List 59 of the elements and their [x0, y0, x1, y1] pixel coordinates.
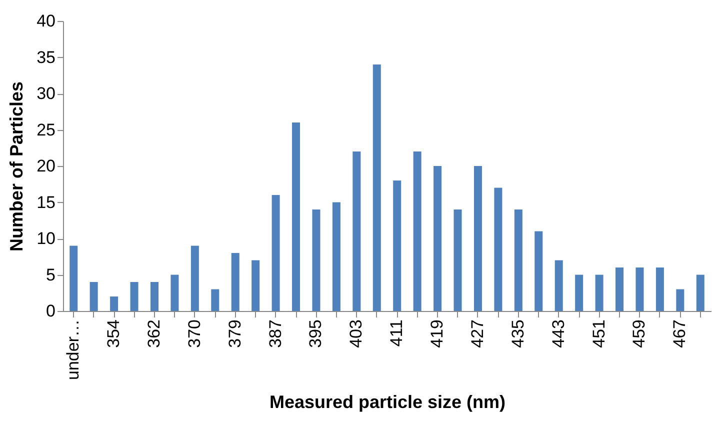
- x-tick-label: 411: [387, 320, 406, 347]
- x-tick-label: 451: [589, 320, 608, 348]
- bar: [676, 289, 684, 311]
- bar: [332, 202, 340, 311]
- x-tick-label: 370: [184, 320, 204, 348]
- y-tick-label: 40: [36, 12, 56, 30]
- x-tick-label: 354: [104, 320, 124, 348]
- bar: [110, 296, 118, 311]
- bar: [170, 274, 179, 311]
- y-tick-label: 25: [36, 120, 56, 140]
- bar: [292, 122, 300, 311]
- bar: [595, 274, 604, 311]
- bar: [696, 274, 704, 311]
- bar: [554, 260, 563, 311]
- bar: [616, 268, 624, 311]
- bar: [474, 166, 482, 311]
- bar: [352, 152, 361, 311]
- bar: [90, 282, 98, 311]
- bar: [656, 268, 664, 311]
- bar: [575, 274, 584, 311]
- x-tick-label: 362: [144, 320, 164, 348]
- x-tick-label: 443: [548, 320, 568, 348]
- bar: [494, 188, 502, 311]
- bar: [150, 282, 158, 311]
- x-tick-label: 435: [508, 320, 528, 348]
- y-tick-label: 20: [36, 156, 56, 176]
- y-tick-label: 10: [36, 229, 56, 248]
- x-axis-title: Measured particle size (nm): [269, 392, 506, 412]
- bar: [413, 152, 422, 311]
- bar: [272, 195, 280, 311]
- y-tick-label: 15: [36, 192, 56, 212]
- bar: [434, 166, 442, 311]
- bar: [454, 210, 462, 311]
- y-tick-label: 30: [36, 84, 56, 103]
- x-tick-label: 419: [428, 320, 447, 348]
- bar: [534, 231, 543, 311]
- bar: [372, 64, 381, 311]
- bar: [231, 253, 240, 311]
- y-tick-label: 5: [46, 265, 56, 284]
- x-tick-label: 379: [225, 320, 244, 348]
- bar: [252, 260, 260, 311]
- bar: [70, 246, 78, 311]
- x-tick-label: 427: [468, 320, 487, 348]
- x-tick-label: 467: [670, 320, 690, 348]
- bar: [393, 180, 402, 311]
- bar: [130, 282, 138, 311]
- x-tick-label: under…: [64, 320, 83, 380]
- bar: [190, 246, 199, 311]
- x-tick-label: 395: [306, 320, 326, 348]
- x-tick-label: 387: [266, 320, 285, 348]
- y-tick-label: 35: [36, 48, 56, 67]
- x-tick-label: 403: [346, 320, 366, 348]
- bar: [312, 210, 320, 311]
- bar: [211, 289, 220, 311]
- bar: [514, 210, 522, 311]
- x-tick-label: 459: [630, 320, 649, 348]
- y-tick-label: 0: [46, 302, 56, 320]
- y-axis-title: Number of Particles: [6, 81, 27, 252]
- bar: [636, 268, 644, 311]
